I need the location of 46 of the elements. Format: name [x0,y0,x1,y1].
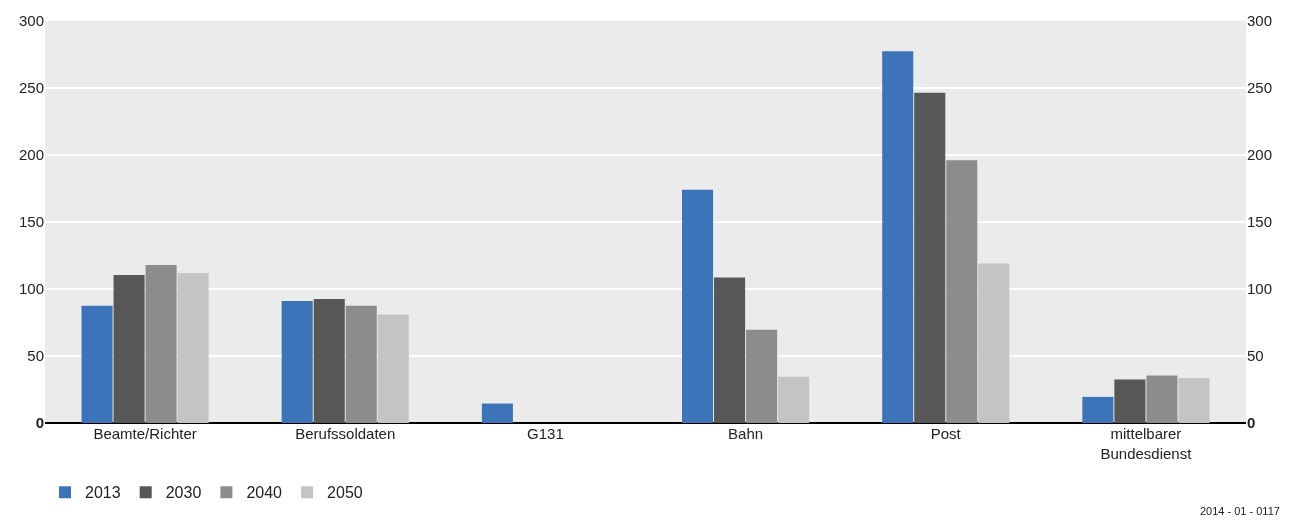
y-tick-label: 0 [35,414,44,432]
bar [345,305,377,423]
bar [281,301,313,423]
legend-label: 2030 [165,484,202,502]
bar [145,264,177,423]
bar [946,160,978,423]
x-tick-label: Berufssoldaten [295,425,396,442]
y-tick-label: 250 [18,79,44,97]
y-tick-label: 50 [27,347,44,365]
bar [313,299,345,423]
y2-tick-label: 150 [1247,213,1273,231]
bar [1114,379,1146,423]
y2-tick-label: 300 [1247,12,1273,30]
bar [481,403,513,423]
y2-tick-label: 0 [1247,414,1256,432]
bar [778,376,810,423]
bar [377,314,409,423]
x-tick-label: G131 [527,425,564,442]
bar [113,274,145,423]
bar [882,51,914,423]
y-tick-label: 150 [18,213,44,231]
bar [177,272,209,423]
y2-tick-label: 250 [1247,79,1273,97]
legend-label: 2040 [246,484,283,502]
text: 2014 - 01 - 0117 [1200,505,1280,517]
x-tick-label: Post [930,425,962,442]
x-tick-label: mittelbarer Bundesdienst [1100,425,1193,462]
legend-label: 2013 [85,484,121,502]
legend-label: 2050 [327,484,363,502]
bar [1082,396,1114,423]
bar [746,329,778,423]
y2-tick-label: 100 [1247,280,1273,298]
bar [682,189,714,423]
y-tick-label: 100 [18,280,44,298]
y2-tick-label: 50 [1247,347,1264,365]
bar [714,277,746,423]
bar [81,305,113,423]
bar [914,92,946,423]
bar [1146,375,1178,423]
y-tick-label: 200 [18,146,44,164]
x-tick-label: Beamte/Richter [93,425,197,442]
y-tick-label: 300 [18,12,44,30]
x-tick-label: Bahn [728,425,764,442]
bar [978,263,1010,423]
bar [1178,378,1210,423]
y2-tick-label: 200 [1247,146,1273,164]
